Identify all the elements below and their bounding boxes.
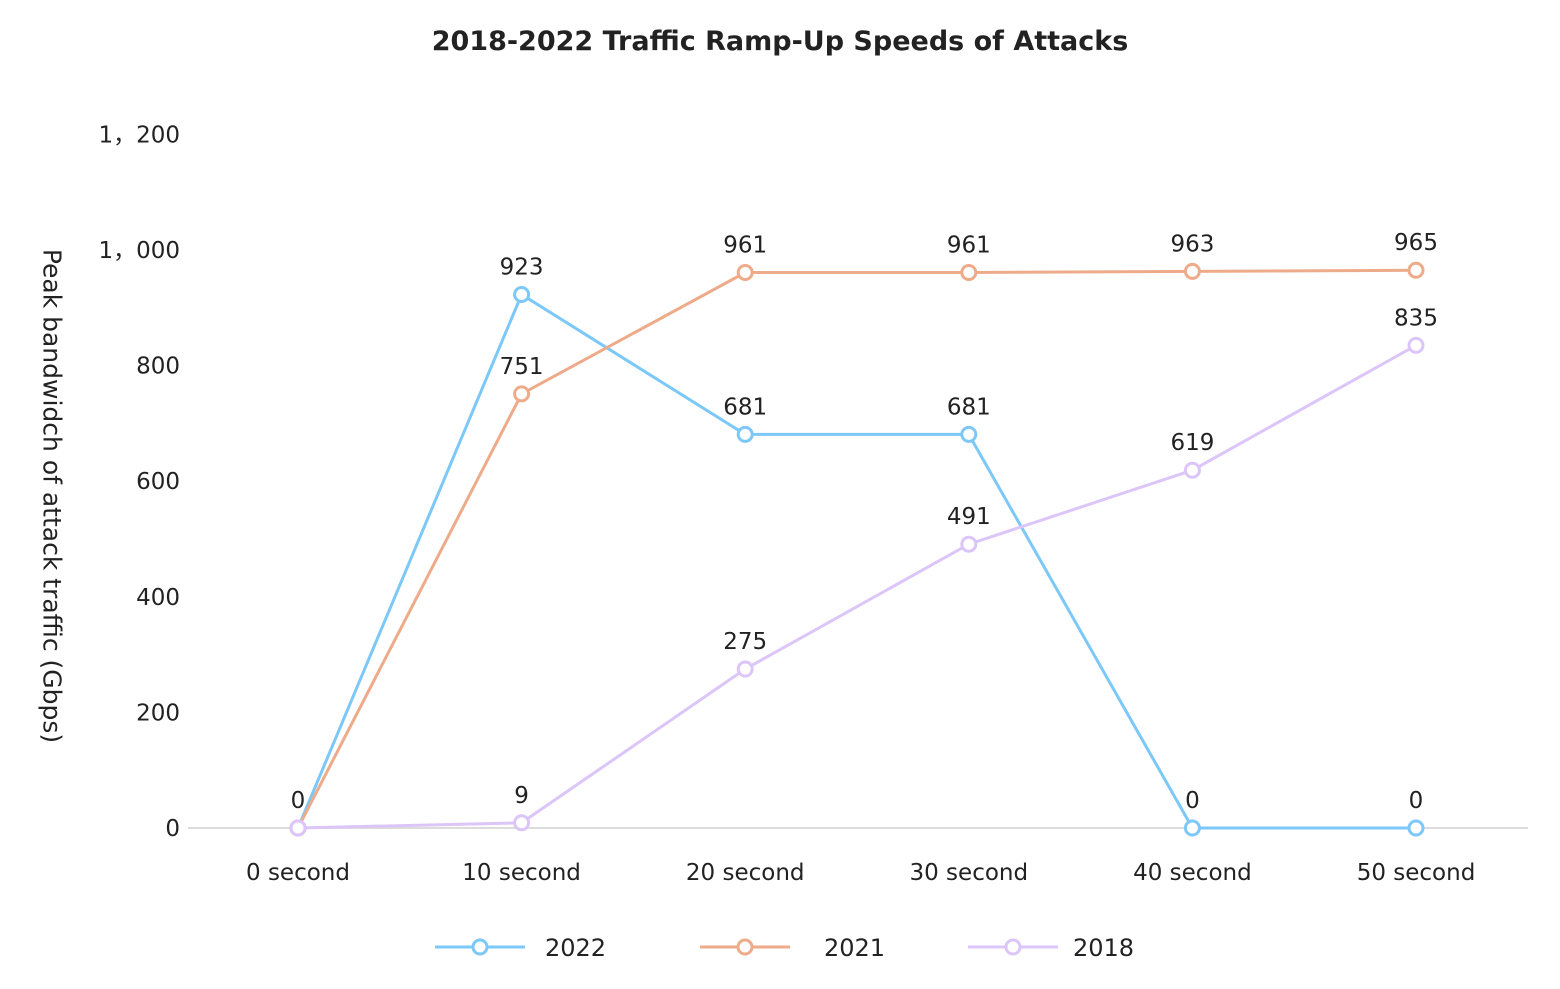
y-tick-label: 800 <box>136 354 180 380</box>
series-line-2018 <box>297 344 1417 830</box>
y-tick-label: 200 <box>136 700 180 726</box>
data-label-2018: 619 <box>1170 430 1214 456</box>
data-point-2018 <box>1183 461 1201 479</box>
data-label-2021: 963 <box>1170 231 1214 257</box>
legend-marker-2018 <box>1004 938 1022 956</box>
data-label-2021: 961 <box>947 233 991 259</box>
data-point-2022 <box>960 425 978 443</box>
data-point-2021 <box>736 264 754 282</box>
x-tick-label: 30 second <box>909 860 1028 886</box>
data-label-2021: 965 <box>1394 230 1438 256</box>
x-tick-label: 50 second <box>1357 860 1476 886</box>
data-label-2018: 835 <box>1394 305 1438 331</box>
data-point-2018 <box>736 660 754 678</box>
data-label-2022: 681 <box>723 394 767 420</box>
data-label-2021: 961 <box>723 233 767 259</box>
y-tick-label: 600 <box>136 469 180 495</box>
data-point-2022 <box>1183 819 1201 837</box>
data-point-2022 <box>513 286 531 304</box>
series-line-2022 <box>296 292 1416 830</box>
y-tick-label: 1，200 <box>98 122 180 148</box>
data-point-2018 <box>289 819 307 837</box>
x-tick-label: 20 second <box>686 860 805 886</box>
x-tick-label: 10 second <box>462 860 581 886</box>
y-tick-label: 400 <box>136 585 180 611</box>
legend-marker-2022 <box>471 938 489 956</box>
data-label-2018: 275 <box>723 629 767 655</box>
x-tick-label: 40 second <box>1133 860 1252 886</box>
data-point-2018 <box>960 535 978 553</box>
legend-label-2018: 2018 <box>1073 934 1134 962</box>
series-line-2021 <box>296 268 1417 829</box>
data-point-2022 <box>1407 819 1425 837</box>
y-tick-label: 1，000 <box>98 238 180 264</box>
data-point-2018 <box>513 814 531 832</box>
data-point-2021 <box>1407 261 1425 279</box>
legend-label-2021: 2021 <box>824 934 885 962</box>
data-label-2022: 0 <box>1185 788 1200 814</box>
data-label-2022: 681 <box>947 394 991 420</box>
legend-marker-2021 <box>736 938 754 956</box>
data-label-2018: 491 <box>947 504 991 530</box>
data-point-2021 <box>1183 262 1201 280</box>
data-point-2018 <box>1407 336 1425 354</box>
data-point-2021 <box>960 264 978 282</box>
chart-title: 2018-2022 Traffic Ramp-Up Speeds of Atta… <box>431 26 1129 57</box>
data-point-2022 <box>736 425 754 443</box>
x-tick-label: 0 second <box>246 860 350 886</box>
data-label-2022: 923 <box>500 255 544 281</box>
data-label-2018: 9 <box>514 783 529 809</box>
data-label-2022: 0 <box>291 788 306 814</box>
data-label-2022: 0 <box>1409 788 1424 814</box>
data-point-2021 <box>513 385 531 403</box>
data-label-2021: 751 <box>500 354 544 380</box>
legend-label-2022: 2022 <box>545 934 606 962</box>
y-tick-label: 0 <box>165 816 180 842</box>
